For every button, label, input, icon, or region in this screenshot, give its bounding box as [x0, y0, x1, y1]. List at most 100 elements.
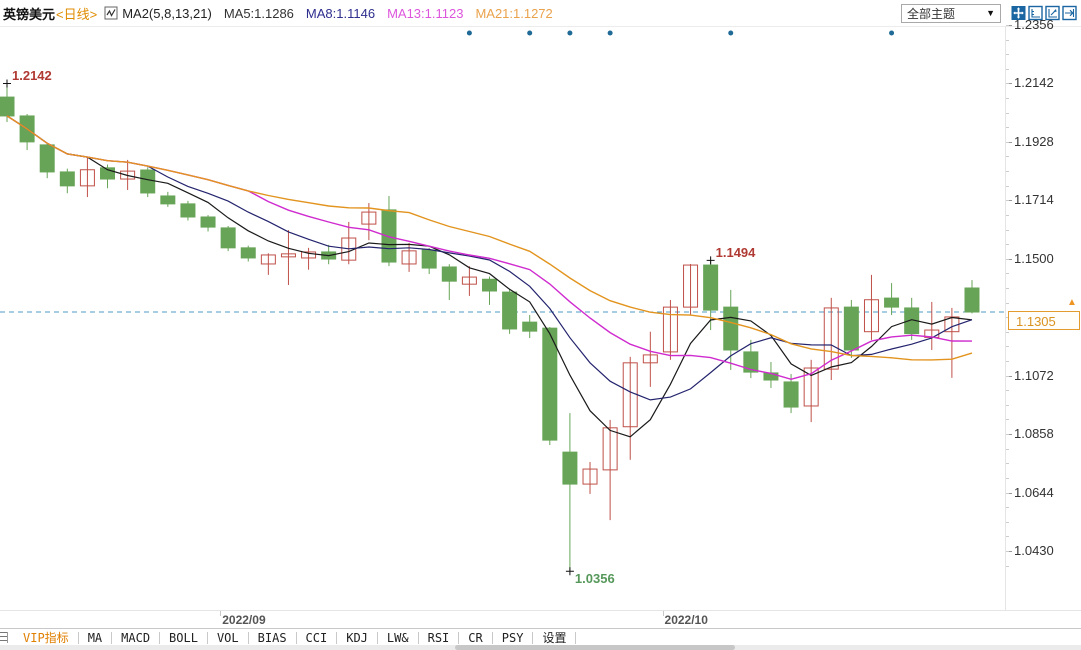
toolbar-divider — [247, 631, 249, 644]
toolbar-tab-5[interactable]: BIAS — [257, 630, 287, 645]
y-axis-major-tick — [1006, 200, 1012, 201]
candle-body — [301, 251, 317, 259]
ma5-value: MA5:1.1286 — [223, 5, 294, 21]
price-up-arrow-icon: ▲ — [1067, 297, 1077, 309]
toolbar-tab-9[interactable]: RSI — [427, 630, 450, 645]
candle-body — [602, 427, 618, 471]
candle-body — [401, 250, 417, 265]
y-axis-minor-tick — [1006, 171, 1009, 172]
y-axis-minor-tick — [1006, 156, 1009, 157]
y-axis-label: 1.1500 — [1014, 250, 1054, 266]
move-icon[interactable] — [1011, 5, 1026, 21]
x-axis-tick — [662, 611, 664, 616]
y-axis-major-tick — [1006, 83, 1012, 84]
symbol-name: 英镑美元 — [3, 6, 56, 22]
candle-body — [743, 351, 759, 373]
candle-body — [703, 264, 719, 311]
timeframe-tag[interactable]: <日线> — [56, 6, 98, 22]
y-axis-minor-tick — [1006, 186, 1009, 187]
y-axis-major-tick — [1006, 493, 1012, 494]
pan-right-icon[interactable] — [1062, 5, 1077, 21]
candle-body — [622, 362, 638, 428]
toolbar-tab-0[interactable]: VIP指标 — [23, 630, 69, 645]
y-axis-minor-tick — [1006, 478, 1009, 479]
y-axis-minor-tick — [1006, 463, 1009, 464]
axis-pointer-icon[interactable] — [1045, 5, 1060, 21]
toolbar-divider — [458, 631, 460, 644]
ma-settings-label: MA2(5,8,13,21) — [122, 5, 212, 21]
candle-body — [120, 170, 136, 180]
y-axis-minor-tick — [1006, 434, 1009, 435]
candle-body — [381, 209, 397, 263]
y-axis-minor-tick — [1006, 200, 1009, 201]
candle-body — [280, 253, 296, 258]
ma21-line — [6, 115, 973, 361]
horizontal-scrollbar-thumb[interactable] — [455, 645, 735, 650]
toolbar-tab-11[interactable]: PSY — [501, 630, 524, 645]
y-axis-major-tick — [1006, 376, 1012, 377]
y-axis-minor-tick — [1006, 259, 1009, 260]
candlestick-chart-canvas[interactable] — [0, 26, 1005, 610]
horizontal-scrollbar-track[interactable] — [0, 645, 1081, 650]
toolbar-tab-10[interactable]: CR — [468, 630, 483, 645]
toolbar-divider — [295, 631, 297, 644]
menu-icon[interactable] — [0, 632, 8, 643]
time-axis: 2022/09 2022/10 — [0, 610, 1081, 629]
candle-body — [361, 211, 377, 225]
y-axis-label: 1.0858 — [1014, 426, 1054, 442]
y-axis-minor-tick — [1006, 215, 1009, 216]
y-axis-minor-tick — [1006, 273, 1009, 274]
candle-body — [582, 468, 598, 485]
candle-body — [100, 167, 116, 180]
y-axis-minor-tick — [1006, 390, 1009, 391]
candle-body — [863, 299, 879, 333]
price-annotation: 1.1494 — [715, 245, 756, 261]
y-axis-minor-tick — [1006, 361, 1009, 362]
y-axis-minor-tick — [1006, 346, 1009, 347]
y-axis-label: 1.0430 — [1014, 542, 1054, 558]
toolbar-tab-3[interactable]: BOLL — [169, 630, 198, 645]
candle-body — [723, 306, 739, 351]
y-axis-major-tick — [1006, 259, 1012, 260]
toolbar-divider — [532, 631, 534, 644]
y-axis-label: 1.2356 — [1014, 17, 1054, 32]
candle-body — [683, 264, 699, 308]
toolbar-divider — [206, 631, 208, 644]
x-axis-label: 2022/10 — [664, 613, 708, 627]
y-axis-minor-tick — [1006, 25, 1009, 26]
candle-body — [260, 254, 276, 265]
chart-tool-buttons — [1009, 5, 1077, 21]
toolbar-tab-12[interactable]: 设置 — [542, 630, 567, 645]
candle-body — [803, 367, 819, 407]
candle-body — [823, 307, 839, 370]
candlestick-chart-area[interactable]: 1.2142 1.1494 1.0356 — [0, 26, 1005, 610]
candle-body — [783, 381, 799, 408]
chevron-down-icon: ▼ — [986, 8, 995, 18]
y-axis-minor-tick — [1006, 127, 1009, 128]
event-marker-dot — [527, 30, 533, 36]
y-axis-minor-tick — [1006, 83, 1009, 84]
y-axis-major-tick — [1006, 25, 1012, 26]
toolbar-tab-6[interactable]: CCI — [305, 630, 328, 645]
x-axis-tick — [220, 611, 222, 616]
toolbar-tab-8[interactable]: LW& — [386, 630, 409, 645]
ma21-value: MA21:1.1272 — [475, 5, 553, 21]
header-controls: 全部主题 ▼ — [901, 3, 1077, 23]
theme-dropdown[interactable]: 全部主题 ▼ — [901, 3, 1001, 23]
toolbar-tab-2[interactable]: MACD — [121, 630, 151, 645]
ma8-value: MA8:1.1146 — [305, 5, 376, 21]
extreme-cross-marker — [565, 567, 574, 576]
candle-body — [502, 291, 518, 330]
y-axis-minor-tick — [1006, 332, 1009, 333]
y-axis-minor-tick — [1006, 142, 1009, 143]
toolbar-tab-7[interactable]: KDJ — [346, 630, 368, 645]
candle-body — [421, 249, 437, 269]
candle-body — [562, 451, 578, 485]
axis-scale-icon[interactable] — [1028, 5, 1043, 21]
candle-body — [522, 321, 538, 332]
candle-body — [542, 327, 558, 441]
candle-body — [843, 306, 859, 351]
toolbar-tab-4[interactable]: VOL — [216, 630, 239, 645]
toolbar-tab-1[interactable]: MA — [87, 630, 103, 645]
